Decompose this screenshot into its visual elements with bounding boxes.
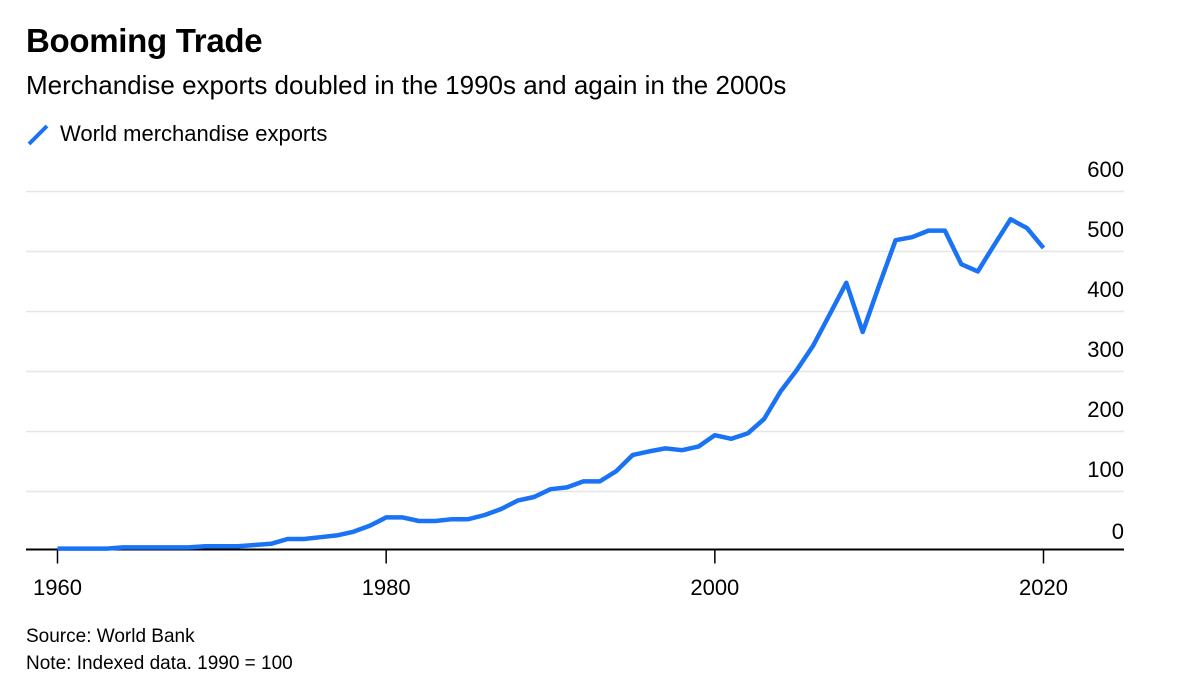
legend-label: World merchandise exports — [60, 121, 328, 146]
x-axis-ticks: 1960 1980 2000 2020 — [26, 548, 1124, 600]
chart-subtitle: Merchandise exports doubled in the 1990s… — [26, 70, 787, 100]
y-tick-label-300: 300 — [1087, 337, 1124, 362]
y-tick-label-0: 0 — [1112, 519, 1124, 544]
chart-title: Booming Trade — [26, 22, 263, 59]
footnote: Note: Indexed data. 1990 = 100 — [26, 653, 293, 674]
legend: World merchandise exports — [26, 119, 327, 149]
y-tick-label-200: 200 — [1087, 397, 1124, 422]
source-note: Source: World Bank — [26, 626, 195, 647]
y-axis-ticks: 0 100 200 300 400 500 600 — [1087, 157, 1124, 544]
series-layer — [57, 216, 1046, 551]
grid-lines — [26, 190, 1124, 493]
x-tick-label-2000: 2000 — [690, 575, 739, 600]
y-tick-label-500: 500 — [1087, 217, 1124, 242]
series-line-0 — [57, 216, 1046, 551]
x-tick-label-1980: 1980 — [362, 575, 411, 600]
legend-swatch-icon — [27, 124, 49, 146]
x-tick-label-1960: 1960 — [33, 575, 82, 600]
x-tick-label-2020: 2020 — [1019, 575, 1068, 600]
y-tick-label-600: 600 — [1087, 157, 1124, 182]
y-tick-label-400: 400 — [1087, 277, 1124, 302]
y-tick-label-100: 100 — [1087, 457, 1124, 482]
